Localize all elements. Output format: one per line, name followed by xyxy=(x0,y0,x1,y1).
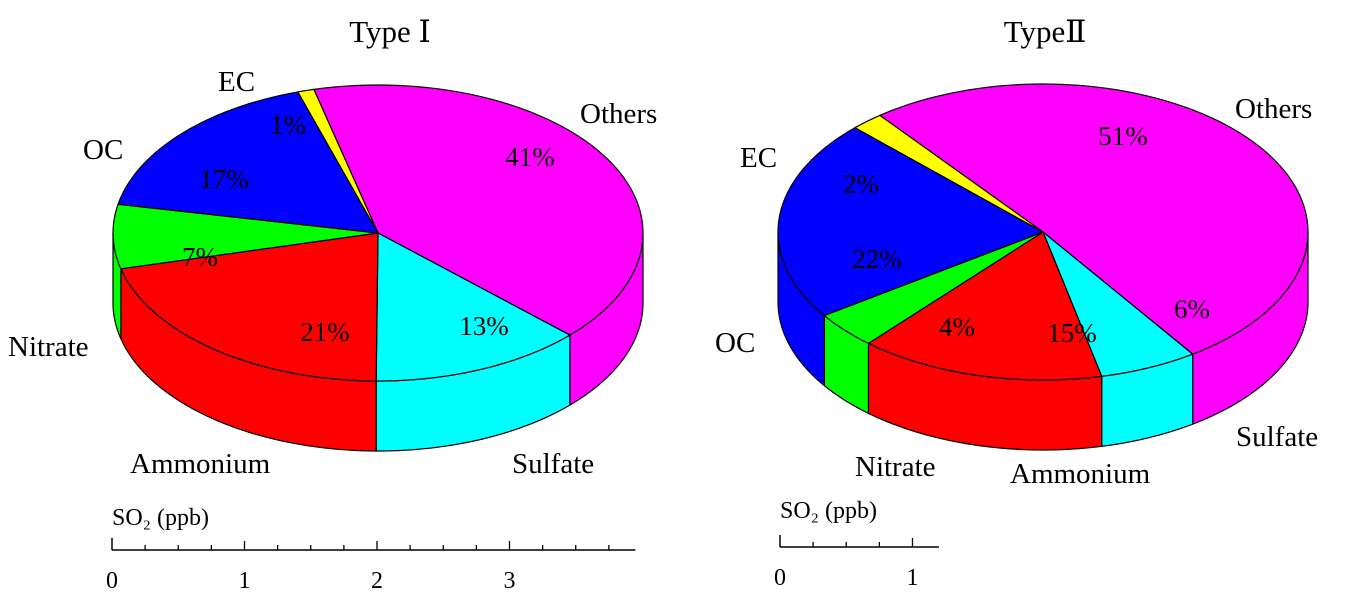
slice-category-label-nitrate: Nitrate xyxy=(8,331,89,363)
slice-value-label-sulfate: 13% xyxy=(459,311,509,341)
slice-value-label-ec: 1% xyxy=(270,110,306,140)
slice-category-label-oc: OC xyxy=(83,134,123,166)
chart-title: Type Ⅰ xyxy=(349,14,431,49)
pie-top xyxy=(112,84,644,382)
slice-value-label-ec: 2% xyxy=(843,169,879,199)
pie-slice-ammonium xyxy=(120,232,379,382)
pie-slice-ammonium xyxy=(867,231,1103,381)
pie-sides xyxy=(112,232,644,452)
slice-category-label-others: Others xyxy=(580,98,657,130)
slice-category-label-ammonium: Ammonium xyxy=(130,448,271,480)
pie-slice-nitrate xyxy=(112,203,379,270)
pie-slice-ec xyxy=(854,114,1044,233)
scale-bar-tick-label: 1 xyxy=(907,565,919,591)
pie-slice-sulfate xyxy=(1042,231,1194,377)
so2-scale-bar: SO₂ (ppb) 0 1 xyxy=(774,498,939,591)
slice-value-label-oc: 22% xyxy=(852,244,902,274)
scale-bar-tick-label: 2 xyxy=(371,568,383,594)
slice-value-label-ammonium: 21% xyxy=(300,317,350,347)
pie-slice-nitrate xyxy=(823,231,1044,344)
pie-slice-ec xyxy=(297,88,379,234)
pie-slice-others xyxy=(313,84,644,336)
pie-slice-others xyxy=(879,83,1309,355)
slice-category-label-ammonium: Ammonium xyxy=(1010,458,1151,490)
pie-slice-oc xyxy=(117,91,379,234)
pie-slice-oc xyxy=(777,127,1044,317)
slice-value-label-nitrate: 4% xyxy=(939,312,975,342)
slice-category-label-ec: EC xyxy=(218,66,255,98)
slice-category-label-ec: EC xyxy=(740,142,777,174)
slice-category-label-oc: OC xyxy=(715,327,755,359)
scale-bar-tick-label: 1 xyxy=(239,568,251,594)
slice-category-label-sulfate: Sulfate xyxy=(512,448,594,480)
scale-bar-title: SO₂ (ppb) xyxy=(112,505,209,531)
scale-bar-tick-label: 0 xyxy=(106,568,118,594)
scale-bar-tick-label: 3 xyxy=(504,568,516,594)
slice-value-label-others: 51% xyxy=(1098,121,1148,151)
slice-value-label-ammonium: 15% xyxy=(1047,318,1097,348)
pie-chart-type-2: TypeⅡ 51% 6% 15% 4% 22% 2% Others Sulfate Ammoni… xyxy=(715,14,1318,591)
pie-chart-type-1: Type Ⅰ 41% 13% 21% 7% 17% 1% Others Sulfate Ammo… xyxy=(8,14,657,594)
pie-top xyxy=(777,83,1309,381)
slice-category-label-others: Others xyxy=(1235,93,1312,125)
slice-category-label-sulfate: Sulfate xyxy=(1236,421,1318,453)
scale-bar-tick-label: 0 xyxy=(774,565,786,591)
pie-slice-sulfate xyxy=(375,232,571,382)
slice-value-label-oc: 17% xyxy=(199,164,249,194)
so2-scale-bar: SO₂ (ppb) 0 1 2 3 xyxy=(106,505,636,594)
chart-title: TypeⅡ xyxy=(1004,14,1087,49)
slice-value-label-others: 41% xyxy=(505,142,555,172)
slice-value-label-sulfate: 6% xyxy=(1174,294,1210,324)
slice-value-label-nitrate: 7% xyxy=(182,242,218,272)
slice-category-label-nitrate: Nitrate xyxy=(855,451,936,483)
scale-bar-title: SO₂ (ppb) xyxy=(780,498,877,524)
